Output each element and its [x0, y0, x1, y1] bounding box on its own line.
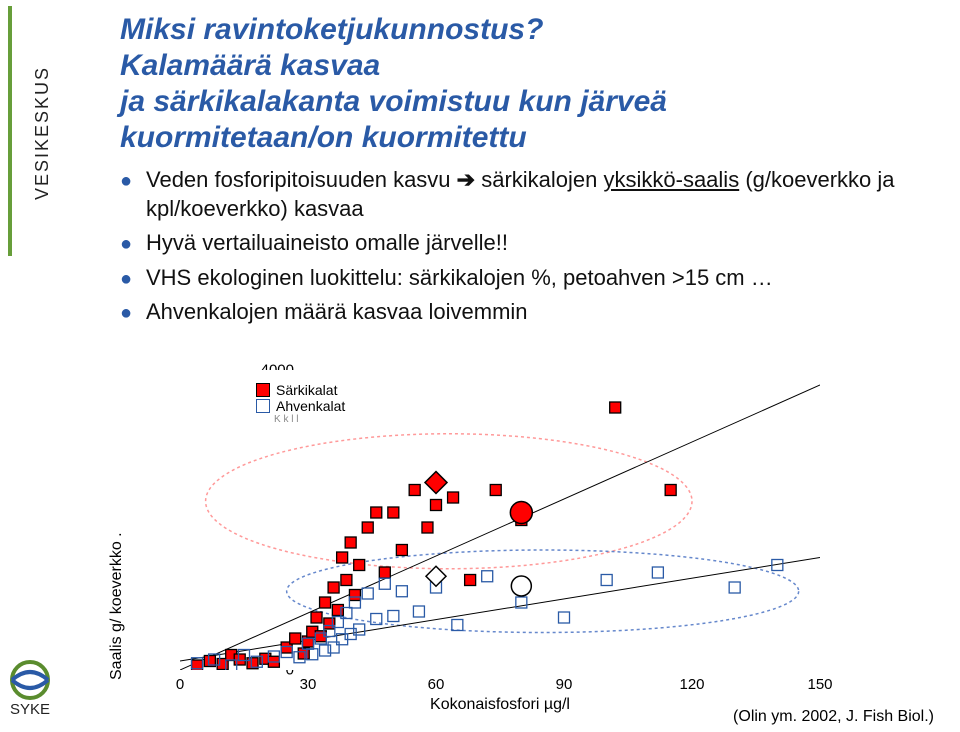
- sidebar-accent: [8, 6, 12, 256]
- legend-swatch: [256, 399, 270, 413]
- logo-text: SYKE: [10, 701, 50, 718]
- bullet-4: Ahvenkalojen määrä kasvaa loivemmin: [120, 298, 940, 327]
- legend-entry: Ahvenkalat: [256, 398, 345, 414]
- legend-swatch: [256, 383, 270, 397]
- bullet-2: Hyvä vertailuaineisto omalle järvelle!!: [120, 229, 940, 258]
- slide-content: Miksi ravintoketjukunnostus? Kalamäärä k…: [120, 12, 940, 337]
- sidebar: VESIKESKUS: [0, 0, 60, 260]
- x-tick-label: 120: [679, 676, 704, 693]
- bullet-1: Veden fosforipitoisuuden kasvu ➔ särkika…: [120, 166, 940, 223]
- legend-entry: Särkikalat: [256, 382, 345, 398]
- y-axis-label: Saalis g/ koeverkko .: [108, 532, 126, 680]
- bullet-list: Veden fosforipitoisuuden kasvu ➔ särkika…: [120, 166, 940, 327]
- title-line-2: Kalamäärä kasvaa: [120, 49, 380, 82]
- x-tick-label: 60: [428, 676, 445, 693]
- scatter-chart: Saalis g/ koeverkko . 050010001500200025…: [110, 370, 870, 710]
- b1-underlined: yksikkö-saalis: [604, 167, 740, 192]
- x-tick-label: 150: [807, 676, 832, 693]
- title-line-4: kuormitetaan/on kuormitettu: [120, 121, 527, 154]
- b1-part-a: Veden fosforipitoisuuden kasvu: [146, 167, 457, 192]
- x-tick-label: 90: [556, 676, 573, 693]
- title-line-1: Miksi ravintoketjukunnostus?: [120, 13, 543, 46]
- arrow-icon: ➔: [457, 167, 475, 192]
- legend-label: Särkikalat: [276, 382, 337, 398]
- source-citation: (Olin ym. 2002, J. Fish Biol.): [733, 708, 934, 726]
- bullet-3: VHS ekologinen luokittelu: särkikalojen …: [120, 264, 940, 293]
- title-line-3: ja särkikalakanta voimistuu kun järveä: [120, 85, 667, 118]
- slide-title: Miksi ravintoketjukunnostus? Kalamäärä k…: [120, 12, 940, 156]
- x-axis-label: Kokonaisfosfori µg/l: [180, 696, 820, 714]
- legend-cut-line: K k l l: [274, 414, 345, 425]
- x-tick-label: 0: [176, 676, 184, 693]
- chart-legend: SärkikalatAhvenkalatK k l l: [250, 380, 351, 427]
- legend-label: Ahvenkalat: [276, 398, 345, 414]
- x-tick-label: 30: [300, 676, 317, 693]
- syke-logo: SYKE: [8, 658, 98, 718]
- sidebar-label: VESIKESKUS: [32, 66, 53, 200]
- b1-part-b: särkikalojen: [481, 167, 603, 192]
